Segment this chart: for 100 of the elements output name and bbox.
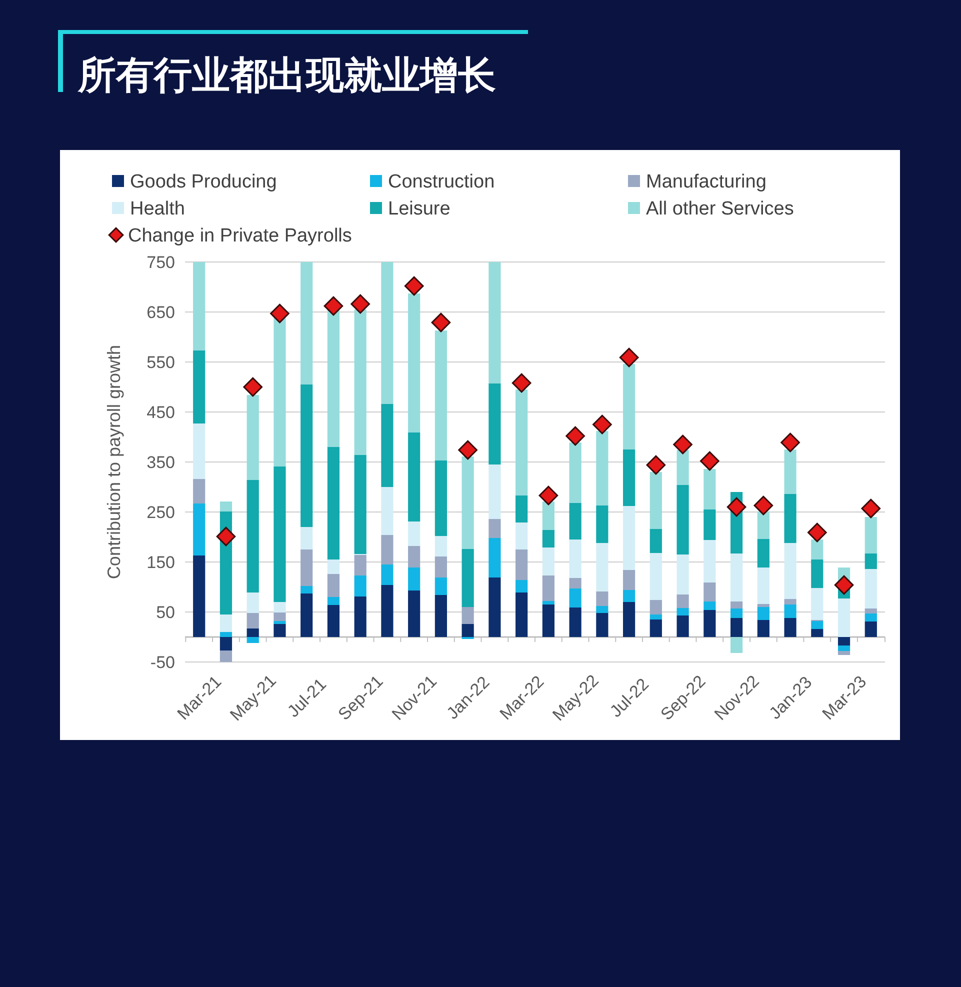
bar bbox=[193, 504, 206, 556]
bar bbox=[596, 592, 608, 606]
bar bbox=[220, 650, 232, 662]
bar bbox=[434, 595, 447, 637]
y-tick-label: 750 bbox=[146, 252, 175, 272]
bar bbox=[220, 637, 232, 650]
bar bbox=[650, 620, 662, 637]
bar bbox=[704, 469, 716, 510]
bar bbox=[327, 597, 340, 605]
bar bbox=[757, 620, 770, 637]
bar bbox=[784, 450, 796, 494]
bar bbox=[784, 604, 796, 618]
bar bbox=[327, 308, 340, 447]
bar bbox=[542, 601, 554, 604]
bar bbox=[784, 543, 796, 599]
bar bbox=[462, 549, 474, 607]
bar bbox=[730, 554, 743, 602]
bar bbox=[408, 432, 420, 522]
bar bbox=[757, 512, 770, 539]
y-axis-title: Contribution to payroll growth bbox=[104, 344, 124, 580]
bar bbox=[838, 651, 850, 655]
bar bbox=[408, 568, 420, 590]
bar bbox=[434, 536, 447, 556]
y-tick-label: -50 bbox=[150, 652, 175, 672]
bar bbox=[569, 503, 582, 540]
y-tick-label: 50 bbox=[156, 602, 175, 622]
bar bbox=[676, 485, 689, 554]
bar bbox=[300, 527, 313, 550]
bar bbox=[811, 621, 824, 629]
bar bbox=[784, 618, 796, 637]
bar bbox=[354, 596, 366, 637]
bar bbox=[864, 569, 877, 608]
bar bbox=[542, 530, 554, 548]
bar bbox=[516, 522, 528, 550]
bar bbox=[569, 442, 582, 503]
bar bbox=[462, 607, 474, 624]
bar bbox=[864, 554, 877, 569]
bar bbox=[676, 608, 689, 616]
bar bbox=[811, 560, 824, 588]
bar bbox=[811, 540, 824, 560]
bar bbox=[569, 578, 582, 588]
legend-label: Construction bbox=[388, 172, 495, 193]
bar bbox=[676, 616, 689, 637]
bar bbox=[246, 480, 259, 592]
bar bbox=[569, 608, 582, 637]
bar bbox=[434, 330, 447, 460]
bar bbox=[274, 318, 286, 466]
bar bbox=[434, 460, 447, 536]
bar bbox=[434, 556, 447, 578]
bar bbox=[596, 543, 608, 592]
bar bbox=[300, 384, 313, 527]
bar bbox=[220, 502, 232, 512]
bar bbox=[246, 613, 259, 628]
bar bbox=[354, 310, 366, 455]
bar bbox=[516, 592, 528, 637]
bar bbox=[381, 404, 394, 487]
bar bbox=[274, 624, 286, 637]
bar bbox=[623, 364, 636, 450]
bar bbox=[838, 637, 850, 646]
bar bbox=[704, 582, 716, 602]
bar bbox=[623, 602, 636, 637]
bar bbox=[220, 632, 232, 637]
y-tick-label: 450 bbox=[146, 402, 175, 422]
bar bbox=[596, 606, 608, 613]
bar bbox=[300, 586, 313, 594]
bar bbox=[542, 604, 554, 637]
legend-label: Manufacturing bbox=[646, 172, 766, 193]
bar bbox=[354, 576, 366, 596]
bar bbox=[327, 447, 340, 560]
bar bbox=[193, 479, 206, 504]
bar bbox=[569, 540, 582, 578]
bar bbox=[246, 395, 259, 480]
legend-label: All other Services bbox=[646, 198, 794, 220]
bar bbox=[274, 621, 286, 624]
bar bbox=[246, 628, 259, 637]
bar bbox=[730, 637, 743, 653]
bar bbox=[623, 506, 636, 570]
bar bbox=[650, 600, 662, 614]
bar bbox=[274, 466, 286, 602]
bar bbox=[757, 568, 770, 604]
bar bbox=[516, 580, 528, 592]
bar bbox=[327, 605, 340, 637]
bar bbox=[246, 637, 259, 643]
bar bbox=[650, 553, 662, 600]
bar bbox=[650, 529, 662, 553]
bar bbox=[300, 262, 313, 384]
bar bbox=[488, 538, 501, 578]
bar bbox=[542, 502, 554, 530]
legend-label: Change in Private Payrolls bbox=[128, 226, 352, 247]
bar bbox=[300, 594, 313, 637]
bar bbox=[811, 588, 824, 620]
legend-label: Goods Producing bbox=[130, 172, 277, 193]
y-tick-label: 350 bbox=[146, 452, 175, 472]
bar bbox=[542, 548, 554, 576]
bar bbox=[676, 450, 689, 485]
bar bbox=[704, 610, 716, 637]
chart-title: 所有行业都出现就业增长 bbox=[77, 53, 496, 97]
bar bbox=[381, 585, 394, 637]
bar bbox=[811, 629, 824, 637]
bar bbox=[193, 350, 206, 424]
